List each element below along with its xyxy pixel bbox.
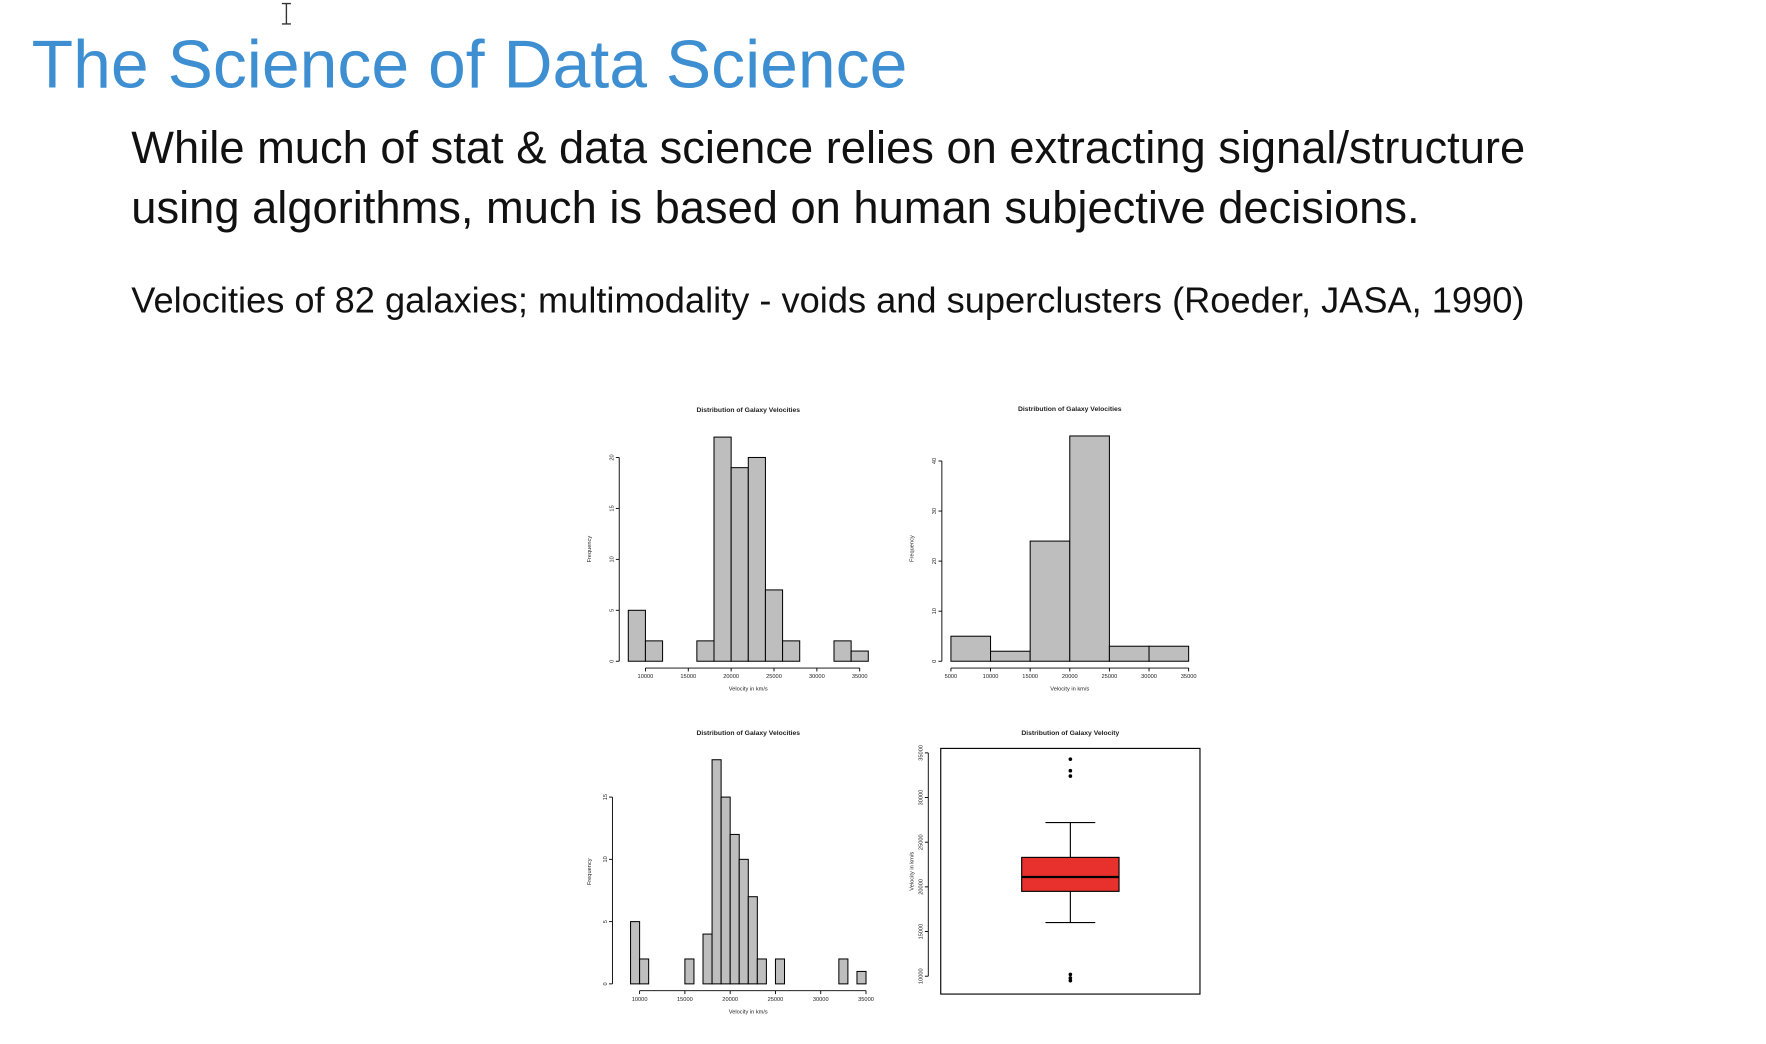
histogram-bar bbox=[1069, 435, 1110, 662]
x-axis-label: Velocity in km/s bbox=[1050, 687, 1089, 693]
chart-title: Distribution of Galaxy Velocities bbox=[696, 730, 800, 737]
histogram-bar bbox=[738, 858, 749, 985]
y-axis-label: Frequency bbox=[910, 535, 916, 562]
histogram-bar bbox=[990, 650, 1031, 662]
x-tick-label: 25000 bbox=[768, 997, 784, 1003]
y-axis-label: Velocity in km/s bbox=[910, 852, 916, 891]
outlier bbox=[1068, 972, 1073, 977]
y-tick-label: 5 bbox=[610, 609, 616, 612]
x-tick-label: 20000 bbox=[1062, 674, 1078, 680]
histogram-bar bbox=[627, 609, 646, 662]
x-tick-label: 30000 bbox=[809, 674, 825, 680]
body-line: using algorithms, much is based on human… bbox=[131, 182, 1419, 233]
histogram-bar bbox=[1029, 540, 1071, 662]
histogram-bar bbox=[713, 436, 732, 662]
body-line: While much of stat & data science relies… bbox=[131, 122, 1525, 173]
plot-frame bbox=[940, 747, 1201, 995]
y-tick-label: 15000 bbox=[919, 924, 925, 940]
y-tick-label: 0 bbox=[932, 660, 938, 663]
x-tick-label: 35000 bbox=[852, 674, 868, 680]
x-tick-label: 15000 bbox=[680, 674, 696, 680]
outlier bbox=[1068, 768, 1073, 773]
y-tick-label: 10 bbox=[610, 556, 616, 562]
y-tick-label: 20 bbox=[610, 454, 616, 460]
histogram-bar bbox=[1108, 645, 1150, 662]
x-axis-label: Velocity in km/s bbox=[729, 1009, 768, 1015]
y-tick-label: 25000 bbox=[919, 834, 925, 850]
x-tick-label: 30000 bbox=[813, 997, 829, 1003]
y-tick-label: 10 bbox=[603, 856, 609, 862]
y-tick-label: 10 bbox=[932, 608, 938, 614]
histogram-bar bbox=[1148, 645, 1190, 662]
histogram-bar bbox=[702, 933, 713, 985]
y-tick-label: 35000 bbox=[919, 745, 925, 761]
y-tick-label: 30 bbox=[932, 508, 938, 514]
y-tick-label: 30000 bbox=[919, 790, 925, 806]
outlier bbox=[1068, 774, 1073, 778]
x-tick-label: 5000 bbox=[945, 674, 958, 680]
x-tick-label: 35000 bbox=[858, 997, 874, 1003]
histogram-bar bbox=[764, 589, 784, 662]
box bbox=[1021, 856, 1120, 892]
histogram-bar bbox=[696, 640, 715, 662]
y-axis-label: Frequency bbox=[587, 536, 593, 563]
histogram-bar bbox=[950, 635, 992, 662]
y-tick-label: 40 bbox=[932, 458, 938, 464]
chart-title: Distribution of Galaxy Velocity bbox=[1021, 730, 1119, 737]
x-tick-label: 10000 bbox=[632, 997, 648, 1003]
chart-title: Distribution of Galaxy Velocities bbox=[696, 407, 800, 414]
x-tick-label: 20000 bbox=[723, 674, 739, 680]
histogram-bar bbox=[639, 958, 650, 985]
cursor bbox=[281, 2, 291, 25]
slide-title: The Science of Data Science bbox=[32, 27, 908, 102]
x-tick-label: 15000 bbox=[677, 997, 693, 1003]
x-tick-label: 10000 bbox=[983, 674, 999, 680]
x-tick-label: 10000 bbox=[638, 674, 654, 680]
y-tick-label: 15 bbox=[603, 794, 609, 800]
y-tick-label: 20 bbox=[932, 558, 938, 564]
x-tick-label: 25000 bbox=[1102, 674, 1118, 680]
y-axis-label: Frequency bbox=[587, 858, 593, 885]
y-tick-label: 15 bbox=[610, 505, 616, 511]
histogram-bar bbox=[711, 759, 722, 985]
y-tick-label: 20000 bbox=[919, 879, 925, 895]
x-tick-label: 35000 bbox=[1181, 674, 1197, 680]
y-tick-label: 10000 bbox=[919, 968, 925, 984]
y-tick-label: 0 bbox=[610, 660, 616, 663]
histogram-bar bbox=[684, 958, 695, 985]
histogram-bar bbox=[774, 958, 786, 985]
histogram-bar bbox=[756, 958, 767, 985]
chart-title: Distribution of Galaxy Velocities bbox=[1018, 406, 1122, 413]
histogram-bar bbox=[747, 456, 766, 662]
outlier bbox=[1068, 978, 1073, 983]
histogram-bar bbox=[833, 640, 852, 662]
histogram-bar bbox=[747, 896, 758, 985]
histogram-bar bbox=[644, 640, 664, 662]
histogram-bar bbox=[850, 650, 869, 662]
y-tick-label: 5 bbox=[603, 920, 609, 923]
histogram-bar bbox=[720, 796, 731, 985]
outlier bbox=[1068, 757, 1073, 761]
x-tick-label: 25000 bbox=[766, 674, 782, 680]
outlier bbox=[1068, 976, 1073, 980]
histogram-bar bbox=[838, 958, 849, 985]
x-tick-label: 20000 bbox=[722, 997, 738, 1003]
caption: Velocities of 82 galaxies; multimodality… bbox=[131, 280, 1524, 321]
histogram-bar bbox=[730, 467, 749, 662]
histogram-bar bbox=[782, 640, 801, 662]
x-axis-label: Velocity in km/s bbox=[729, 687, 768, 693]
histogram-bar bbox=[630, 921, 641, 985]
histogram-bar bbox=[856, 970, 867, 985]
y-tick-label: 0 bbox=[603, 982, 609, 985]
x-tick-label: 30000 bbox=[1141, 674, 1157, 680]
x-tick-label: 15000 bbox=[1022, 674, 1038, 680]
histogram-bar bbox=[729, 833, 740, 985]
